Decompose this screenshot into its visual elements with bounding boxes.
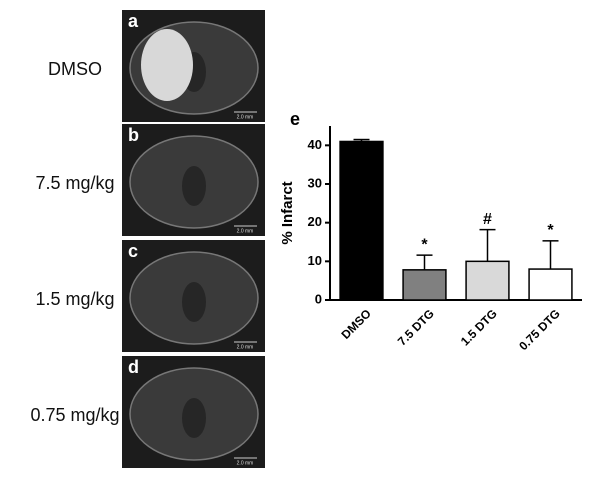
x-tick-label: 0.75 DTG bbox=[516, 306, 563, 353]
brain-midline bbox=[182, 282, 206, 322]
x-tick-label: DMSO bbox=[339, 306, 374, 341]
y-tick-label: 20 bbox=[308, 214, 322, 229]
y-tick-label: 0 bbox=[315, 291, 322, 306]
panel-letter: d bbox=[128, 357, 139, 377]
significance-marker: * bbox=[421, 236, 428, 253]
scale-bar-label: 2.0 mm bbox=[237, 460, 254, 466]
panel-letter: a bbox=[128, 11, 139, 31]
row-label: 1.5 mg/kg bbox=[35, 289, 114, 309]
y-tick-label: 40 bbox=[308, 137, 322, 152]
y-axis-label: % Infarct bbox=[279, 181, 296, 244]
significance-marker: # bbox=[483, 211, 492, 228]
infarct bbox=[141, 29, 193, 101]
bar bbox=[402, 269, 447, 301]
row-label: 0.75 mg/kg bbox=[30, 405, 119, 425]
brain-midline bbox=[182, 398, 206, 438]
row-label: 7.5 mg/kg bbox=[35, 173, 114, 193]
scale-bar-label: 2.0 mm bbox=[237, 114, 254, 120]
panel-letter: c bbox=[128, 241, 138, 261]
brain-midline bbox=[182, 166, 206, 206]
panel-letter: b bbox=[128, 125, 139, 145]
bar bbox=[465, 260, 510, 301]
x-tick-label: 1.5 DTG bbox=[458, 306, 500, 348]
bar bbox=[339, 140, 384, 301]
bar bbox=[528, 268, 573, 301]
x-tick-label: 7.5 DTG bbox=[395, 306, 437, 348]
y-tick-label: 10 bbox=[308, 253, 322, 268]
y-tick-label: 30 bbox=[308, 175, 322, 190]
panel-letter: e bbox=[290, 109, 300, 129]
row-label: DMSO bbox=[48, 59, 102, 79]
significance-marker: * bbox=[547, 222, 554, 239]
scale-bar-label: 2.0 mm bbox=[237, 228, 254, 234]
scale-bar-label: 2.0 mm bbox=[237, 344, 254, 350]
